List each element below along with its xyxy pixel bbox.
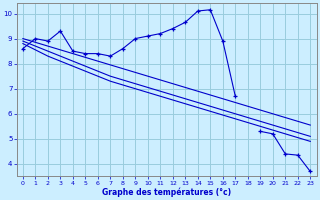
X-axis label: Graphe des températures (°c): Graphe des températures (°c) <box>102 187 231 197</box>
